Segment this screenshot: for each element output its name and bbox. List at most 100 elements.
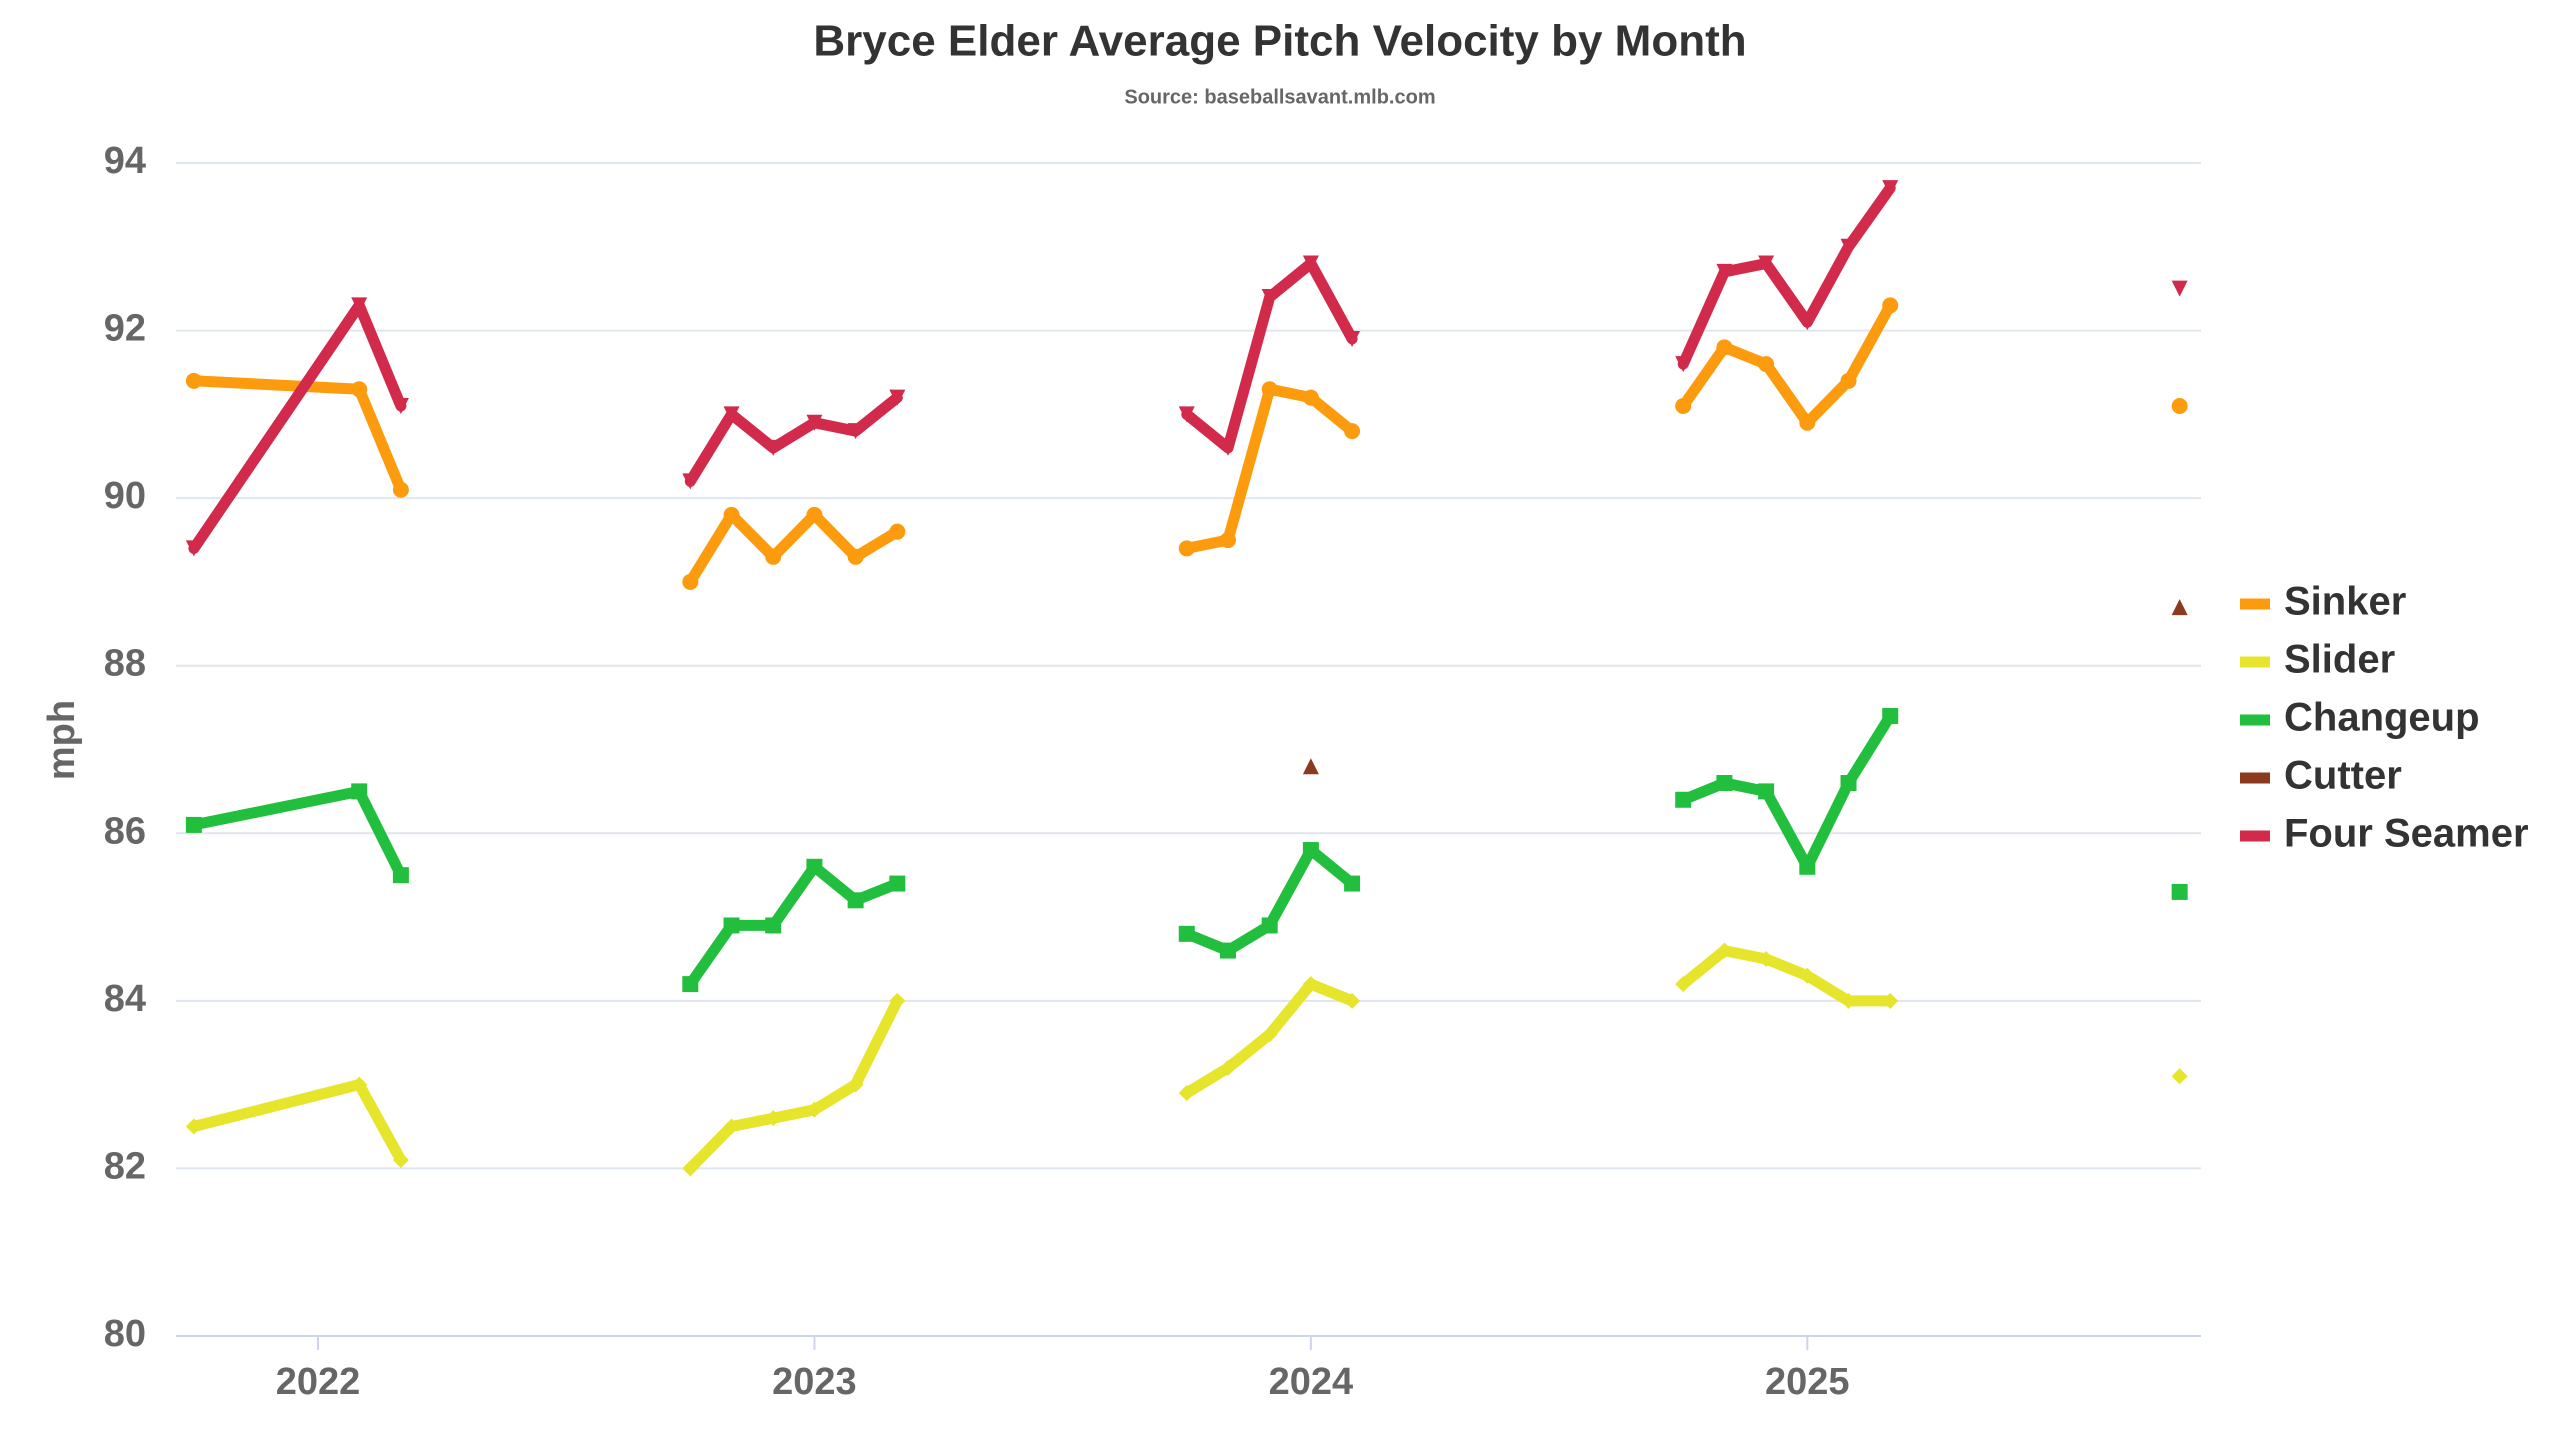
marker [1758, 356, 1775, 373]
x-tick-label: 2022 [276, 1361, 361, 1403]
marker [1261, 289, 1278, 306]
marker [1716, 263, 1733, 280]
marker [1716, 942, 1733, 959]
marker [765, 1110, 782, 1127]
marker [889, 992, 906, 1009]
marker [1758, 783, 1775, 800]
y-axis-label: mph [41, 700, 83, 780]
chart-title: Bryce Elder Average Pitch Velocity by Mo… [813, 17, 1746, 66]
marker [723, 406, 740, 423]
legend: Sinker Slider Changeup Cutter Four Seamer [2240, 580, 2529, 856]
marker [2171, 280, 2188, 297]
y-tick-label: 84 [104, 978, 146, 1020]
marker [806, 858, 823, 875]
marker [847, 1076, 864, 1093]
marker [392, 481, 409, 498]
marker [1261, 917, 1278, 934]
marker [1882, 992, 1899, 1009]
marker [1840, 238, 1857, 255]
marker [351, 297, 368, 314]
marker [682, 573, 699, 590]
marker [723, 506, 740, 523]
marker [1344, 423, 1361, 440]
marker [1178, 406, 1195, 423]
marker [1302, 758, 1319, 775]
chart-subtitle: Source: baseballsavant.mlb.com [1124, 86, 1435, 108]
marker [1302, 389, 1319, 406]
y-tick-label: 80 [104, 1313, 146, 1355]
y-tick-label: 82 [104, 1145, 146, 1187]
series-line [194, 716, 2180, 984]
y-tick-label: 92 [104, 308, 146, 350]
marker [889, 389, 906, 406]
series-line [194, 951, 2180, 1169]
plot-area [185, 180, 2188, 1177]
marker [765, 439, 782, 456]
marker [1675, 397, 1692, 414]
marker [392, 1152, 409, 1169]
marker [765, 917, 782, 934]
marker [847, 892, 864, 909]
marker [2171, 883, 2188, 900]
marker [1344, 330, 1361, 347]
y-tick-label: 90 [104, 475, 146, 517]
legend-label: Changeup [2284, 696, 2480, 740]
marker [1675, 791, 1692, 808]
marker [351, 783, 368, 800]
marker [1178, 540, 1195, 557]
series-line [194, 188, 2180, 548]
marker [1840, 992, 1857, 1009]
marker [1178, 925, 1195, 942]
marker [1302, 842, 1319, 859]
marker [1219, 1059, 1236, 1076]
marker [2171, 599, 2188, 616]
marker [1716, 339, 1733, 356]
grid: 80 82 84 86 88 90 92 94 2022 2023 2024 2025 [104, 140, 2201, 1403]
marker [723, 1118, 740, 1135]
marker [1840, 372, 1857, 389]
x-tick-label: 2023 [772, 1361, 857, 1403]
marker [1882, 707, 1899, 724]
marker [1302, 255, 1319, 272]
marker [392, 867, 409, 884]
marker [1675, 976, 1692, 993]
marker [806, 414, 823, 431]
marker [847, 423, 864, 440]
marker [1261, 381, 1278, 398]
marker [1882, 180, 1899, 197]
marker [847, 548, 864, 565]
marker [185, 372, 202, 389]
marker [351, 381, 368, 398]
marker [889, 875, 906, 892]
legend-label: Cutter [2284, 754, 2402, 798]
marker [2171, 1068, 2188, 1085]
marker [682, 473, 699, 490]
legend-label: Four Seamer [2284, 812, 2529, 856]
marker [682, 1160, 699, 1177]
marker [1219, 942, 1236, 959]
marker [765, 548, 782, 565]
marker [1219, 439, 1236, 456]
marker [2171, 397, 2188, 414]
marker [806, 1101, 823, 1118]
marker [806, 506, 823, 523]
marker [1261, 1026, 1278, 1043]
marker [185, 816, 202, 833]
marker [1344, 992, 1361, 1009]
marker [1178, 1085, 1195, 1102]
legend-label: Sinker [2284, 580, 2406, 624]
marker [1840, 775, 1857, 792]
marker [1799, 967, 1816, 984]
y-tick-label: 88 [104, 643, 146, 685]
marker [185, 1118, 202, 1135]
marker [185, 540, 202, 557]
marker [1758, 255, 1775, 272]
marker [392, 397, 409, 414]
marker [351, 1076, 368, 1093]
marker [1302, 976, 1319, 993]
marker [682, 976, 699, 993]
marker [723, 917, 740, 934]
marker [1799, 858, 1816, 875]
marker [1799, 314, 1816, 331]
